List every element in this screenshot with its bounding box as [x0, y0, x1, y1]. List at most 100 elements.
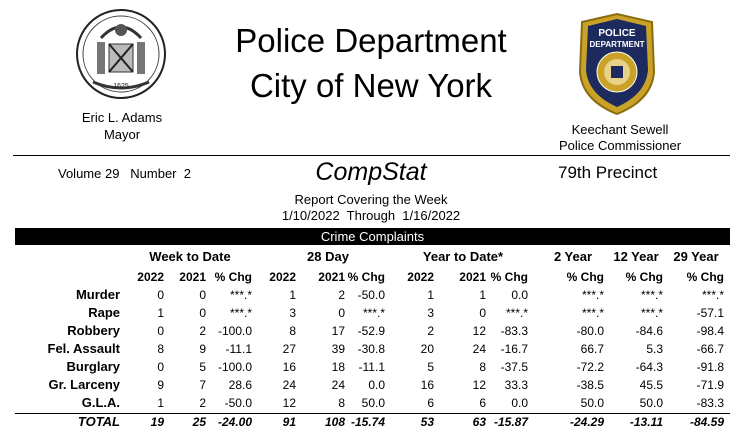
table-cell: 1 — [289, 288, 296, 302]
table-cell: 9 — [157, 378, 164, 392]
page-title-line-1: Police Department — [235, 22, 507, 59]
table-cell: -80.0 — [576, 324, 604, 338]
table-cell: -100.0 — [217, 360, 252, 374]
table-cell: 0 — [157, 288, 164, 302]
svg-text:POLICE: POLICE — [598, 28, 636, 39]
total-cell: -24.29 — [569, 415, 604, 429]
table-cell: 0.0 — [511, 396, 528, 410]
nypd-badge-image: POLICE DEPARTMENT — [578, 12, 656, 116]
table-cell: 66.7 — [580, 342, 604, 356]
report-covering: Report Covering the Week — [294, 192, 448, 207]
sub-header-5: % Chg — [347, 270, 385, 284]
table-cell: 16 — [420, 378, 434, 392]
table-cell: -57.1 — [696, 306, 724, 320]
table-cell: 0 — [338, 306, 345, 320]
table-cell: -30.8 — [357, 342, 385, 356]
group-header-ytd: Year to Date* — [422, 249, 504, 264]
row-label: Gr. Larceny — [48, 377, 120, 392]
table-cell: -64.3 — [635, 360, 663, 374]
row-label: Fel. Assault — [47, 341, 120, 356]
sub-header-6: 2022 — [407, 270, 434, 284]
table-cell: 9 — [199, 342, 206, 356]
page-title-line-2: City of New York — [249, 67, 493, 104]
sub-header-4: 2021 — [318, 270, 345, 284]
table-cell: -98.4 — [696, 324, 724, 338]
sub-header-9: % Chg — [566, 270, 604, 284]
table-cell: -84.6 — [635, 324, 663, 338]
row-label: Burglary — [66, 359, 120, 374]
table-cell: 16 — [282, 360, 296, 374]
table-cell: 3 — [427, 306, 434, 320]
table-cell: 50.0 — [639, 396, 663, 410]
table-cell: 2 — [427, 324, 434, 338]
total-cell: -15.87 — [493, 415, 528, 429]
table-cell: 0.0 — [368, 378, 385, 392]
table-cell: 50.0 — [361, 396, 385, 410]
table-cell: 1 — [157, 396, 164, 410]
precinct-name: 79th Precinct — [558, 163, 658, 182]
sub-header-7: 2021 — [459, 270, 486, 284]
row-label: G.L.A. — [81, 395, 120, 410]
table-cell: 45.5 — [639, 378, 663, 392]
table-cell: 5 — [427, 360, 434, 374]
total-cell: 108 — [324, 415, 345, 429]
table-cell: ***.* — [701, 288, 724, 302]
table-cell: ***.* — [229, 288, 252, 302]
svg-text:DEPARTMENT: DEPARTMENT — [590, 40, 645, 49]
commissioner-title: Police Commissioner — [558, 138, 682, 153]
report-dates: 1/10/2022 Through 1/16/2022 — [281, 208, 461, 223]
total-cell: 25 — [192, 415, 206, 429]
table-cell: -52.9 — [357, 324, 385, 338]
row-label: Robbery — [67, 323, 120, 338]
table-cell: ***.* — [505, 306, 528, 320]
sub-header-2: % Chg — [214, 270, 252, 284]
total-cell: -24.00 — [217, 415, 252, 429]
total-divider — [15, 413, 730, 414]
table-cell: 0 — [157, 360, 164, 374]
table-cell: -11.1 — [225, 342, 252, 356]
table-cell: 6 — [427, 396, 434, 410]
nyc-seal-image: 1625 — [76, 9, 166, 99]
table-cell: ***.* — [581, 306, 604, 320]
total-cell: 19 — [150, 415, 164, 429]
table-cell: 2 — [338, 288, 345, 302]
table-cell: 2 — [199, 324, 206, 338]
table-cell: 39 — [331, 342, 345, 356]
table-cell: -37.5 — [500, 360, 528, 374]
mayor-title: Mayor — [103, 127, 141, 142]
table-cell: 1 — [427, 288, 434, 302]
table-cell: 12 — [472, 324, 486, 338]
sub-header-0: 2022 — [137, 270, 164, 284]
group-header-29year: 29 Year — [673, 249, 719, 264]
table-cell: 12 — [282, 396, 296, 410]
commissioner-name: Keechant Sewell — [571, 122, 669, 137]
table-cell: 5 — [199, 360, 206, 374]
group-header-week: Week to Date — [149, 249, 231, 264]
table-cell: -71.9 — [696, 378, 724, 392]
table-cell: -100.0 — [217, 324, 252, 338]
table-cell: 24 — [331, 378, 345, 392]
table-cell: 28.6 — [228, 378, 252, 392]
table-cell: 1 — [157, 306, 164, 320]
table-cell: 50.0 — [580, 396, 604, 410]
section-title-bar: Crime Complaints — [15, 228, 730, 245]
table-cell: 8 — [157, 342, 164, 356]
table-cell: 8 — [338, 396, 345, 410]
table-cell: 8 — [479, 360, 486, 374]
mayor-name: Eric L. Adams — [81, 110, 163, 125]
table-cell: 6 — [479, 396, 486, 410]
header-divider — [13, 155, 730, 156]
table-cell: ***.* — [640, 306, 663, 320]
table-cell: 27 — [282, 342, 296, 356]
table-cell: -83.3 — [696, 396, 724, 410]
table-cell: 0 — [479, 306, 486, 320]
table-cell: 0 — [157, 324, 164, 338]
table-cell: 18 — [331, 360, 345, 374]
table-cell: ***.* — [640, 288, 663, 302]
table-cell: 8 — [289, 324, 296, 338]
table-cell: -83.3 — [500, 324, 528, 338]
table-cell: -11.1 — [358, 360, 385, 374]
table-cell: -91.8 — [696, 360, 724, 374]
row-label: Rape — [88, 305, 120, 320]
table-cell: 17 — [331, 324, 345, 338]
